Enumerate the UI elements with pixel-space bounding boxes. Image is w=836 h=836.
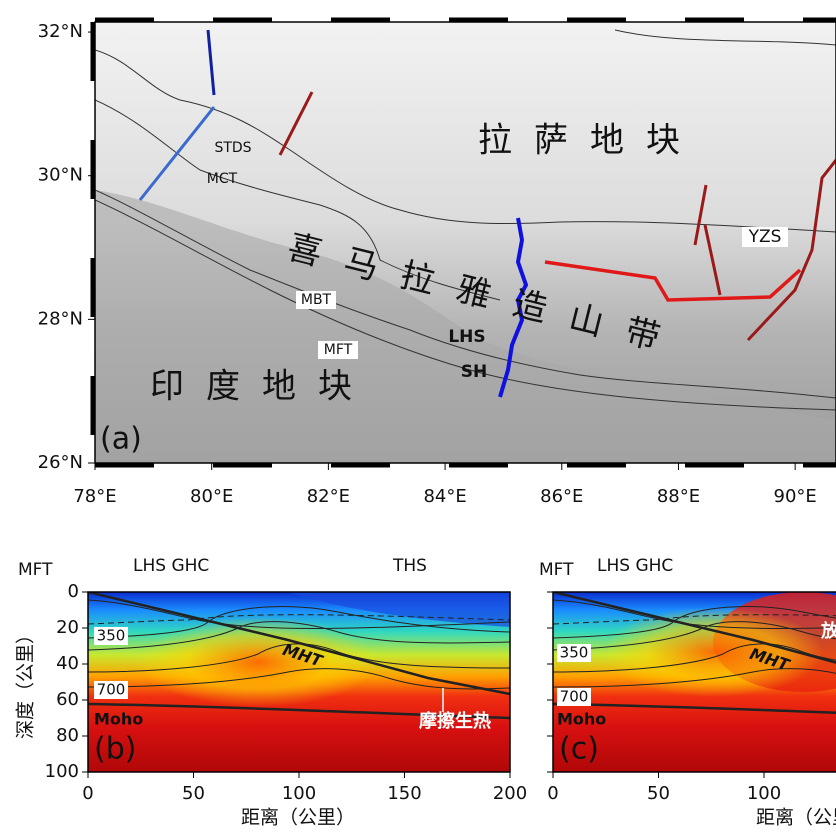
y-tick-label: 80 — [56, 725, 79, 746]
section-panel: MFT LHS GHC 350 700 Moho MHT 放 (c) 距离（公里… — [539, 556, 836, 829]
fault-label: MFT — [324, 342, 353, 358]
x-tick-label: 88°E — [657, 486, 700, 507]
x-tick-label: 100 — [282, 783, 316, 804]
region-label: 印度地块 — [150, 367, 374, 407]
label-box — [318, 341, 358, 359]
fault-label: MCT — [207, 171, 238, 187]
moho-label: Moho — [557, 710, 606, 729]
x-tick-label: 0 — [82, 783, 93, 804]
y-tick-label: 28°N — [38, 308, 83, 329]
x-tick-label: 80°E — [190, 486, 233, 507]
profile-line — [278, 91, 314, 156]
frame-ticks — [90, 17, 836, 468]
y-tick-label: 100 — [45, 761, 79, 782]
cold-zone — [288, 592, 510, 627]
y-tick-label: 60 — [56, 689, 79, 710]
label-box — [296, 291, 336, 309]
section-label: LHS GHC — [597, 556, 673, 576]
warm-lobe — [603, 607, 823, 697]
y-axis-label: 深度（公里） — [15, 625, 37, 739]
fault-label: MBT — [301, 292, 332, 308]
y-tick-label: 30°N — [38, 165, 83, 186]
moho-label: Moho — [94, 710, 143, 729]
unit-label: LHS — [448, 327, 485, 347]
x-tick-label: 150 — [387, 783, 421, 804]
rift-lines — [693, 159, 836, 342]
section-label: MFT — [539, 560, 574, 580]
isotherm-label: 350 — [97, 627, 126, 645]
label-box — [557, 644, 591, 662]
x-tick-label: 84°E — [423, 486, 466, 507]
annotation: 摩擦生热 — [419, 710, 491, 732]
profile-line — [544, 260, 802, 302]
profile-line — [138, 106, 216, 201]
x-tick-label: 200 — [493, 783, 527, 804]
panel-label: (c) — [559, 732, 599, 767]
x-tick-label: 86°E — [540, 486, 583, 507]
label-box — [94, 681, 128, 699]
x-tick-label: 50 — [647, 783, 670, 804]
region-label: 拉萨地块 — [478, 121, 702, 161]
y-tick-label: 32°N — [38, 21, 83, 42]
annotation: 放 — [820, 620, 836, 642]
x-tick-label: 90°E — [774, 486, 817, 507]
x-tick-label: 78°E — [73, 486, 116, 507]
label-box — [557, 688, 591, 706]
unit-label: SH — [461, 362, 487, 382]
panel-label: (a) — [100, 422, 142, 457]
panel-label: (b) — [94, 732, 136, 767]
x-tick-label: 50 — [182, 783, 205, 804]
label-box — [94, 627, 128, 645]
map-panel: 拉萨地块 喜马拉雅造山带 印度地块 STDS MCT MBT MFT YZS L… — [38, 17, 836, 507]
station-profile — [498, 217, 529, 398]
y-tick-label: 20 — [56, 617, 79, 638]
x-axis-label: 距离（公里） — [756, 807, 836, 829]
fault-label: YZS — [748, 227, 782, 247]
x-tick-label: 82°E — [307, 486, 350, 507]
y-tick-label: 0 — [68, 581, 79, 602]
boundaries — [95, 29, 836, 411]
x-tick-label: 100 — [747, 783, 781, 804]
fault-label: STDS — [214, 140, 251, 156]
lowland — [95, 190, 836, 463]
section-label: LHS GHC — [133, 556, 209, 576]
warm-lobe — [138, 617, 378, 707]
y-tick-label: 40 — [56, 653, 79, 674]
x-tick-label: 0 — [547, 783, 558, 804]
isotherm-label: 700 — [97, 681, 126, 699]
section-label: THS — [392, 556, 427, 576]
label-box — [742, 227, 788, 247]
isotherm-label: 350 — [560, 644, 589, 662]
isotherm-label: 700 — [560, 688, 589, 706]
section-panel: MFT LHS GHC THS 350 700 Moho MHT 摩擦生热 (b… — [15, 556, 528, 829]
x-axis-label: 距离（公里） — [241, 807, 355, 829]
y-tick-label: 26°N — [38, 452, 83, 473]
section-label: MFT — [18, 560, 53, 580]
profile-line — [206, 29, 216, 96]
